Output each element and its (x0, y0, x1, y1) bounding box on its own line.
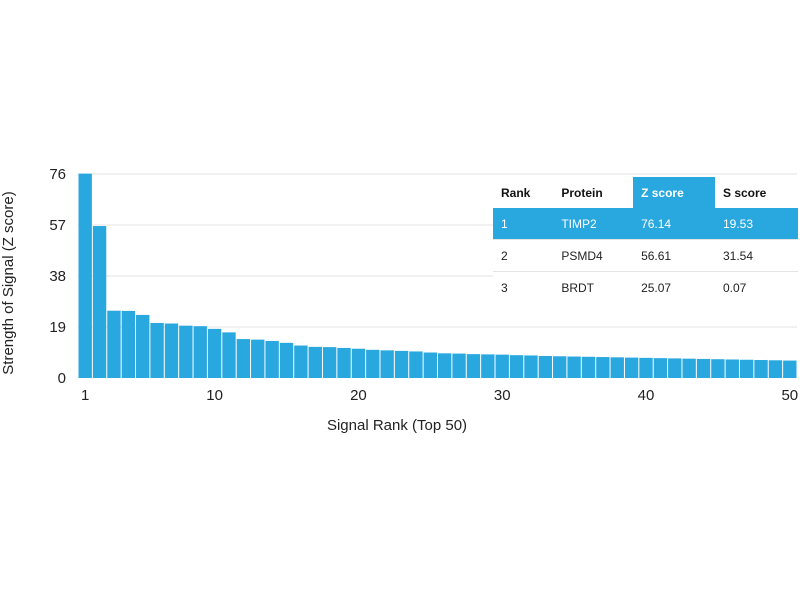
x-tick-label: 30 (494, 387, 511, 404)
bar (322, 347, 337, 378)
cell-z-score: 56.61 (641, 248, 672, 263)
bar (423, 352, 437, 378)
y-tick-label: 38 (49, 268, 66, 285)
col-header-s-score: S score (722, 185, 767, 200)
y-tick-label: 19 (49, 319, 66, 336)
x-tick-labels: 1 10 20 30 40 50 (81, 387, 798, 404)
table-row: 2 PSMD4 56.61 31.54 (493, 240, 798, 272)
bar (553, 356, 567, 378)
cell-z-score: 25.07 (641, 280, 672, 295)
col-header-z-score: Z score (633, 177, 715, 208)
bar (495, 354, 509, 378)
bar (308, 346, 322, 378)
bar (251, 339, 265, 378)
bar (668, 358, 682, 378)
bar (567, 356, 581, 378)
bar (78, 173, 92, 378)
bar (92, 226, 107, 378)
bar (596, 357, 610, 378)
bar (739, 359, 754, 378)
bar (164, 323, 179, 378)
cell-z-score: 76.14 (633, 208, 715, 240)
bar (409, 351, 423, 378)
x-tick-label: 10 (206, 387, 223, 404)
bar (581, 356, 596, 378)
table-row: 1 TIMP2 76.14 19.53 (493, 208, 798, 240)
bar (538, 355, 553, 378)
cell-protein: PSMD4 (561, 248, 603, 263)
bars (78, 173, 797, 378)
x-tick-label: 50 (781, 387, 798, 404)
bar (466, 354, 481, 378)
cell-protein: TIMP2 (553, 208, 634, 240)
bar (452, 353, 466, 378)
cell-rank: 2 (501, 248, 508, 263)
y-tick-label: 57 (49, 217, 66, 234)
bar (236, 339, 251, 378)
bar (294, 345, 308, 378)
bar (380, 350, 394, 378)
bar (481, 354, 495, 378)
x-tick-label: 1 (81, 387, 89, 404)
cell-rank: 3 (501, 280, 508, 295)
col-header-protein: Protein (561, 185, 603, 200)
bar (610, 357, 624, 378)
bar (150, 322, 164, 378)
bar (121, 310, 136, 378)
bar (337, 347, 351, 378)
y-tick-labels: 0 19 38 57 76 (49, 166, 66, 387)
bar (639, 357, 653, 378)
bar (179, 325, 193, 378)
bar (783, 360, 797, 378)
col-header-rank: Rank (501, 185, 531, 200)
cell-s-score: 0.07 (722, 280, 747, 295)
bar (653, 358, 668, 378)
bar (366, 349, 380, 378)
bar (754, 360, 768, 378)
x-axis-title: Signal Rank (Top 50) (327, 417, 467, 434)
bar (136, 314, 150, 378)
bar (279, 342, 294, 378)
results-table: Rank Protein Z score S score 1 TIMP2 76.… (493, 177, 798, 303)
cell-s-score: 31.54 (722, 248, 754, 263)
bar (768, 360, 783, 378)
bar (351, 348, 366, 378)
y-tick-label: 76 (49, 166, 66, 183)
x-tick-label: 20 (350, 387, 367, 404)
bar (509, 355, 524, 378)
bar (265, 340, 279, 378)
bar (624, 357, 639, 378)
bar (222, 332, 236, 378)
bar (524, 355, 538, 378)
bar (207, 328, 222, 378)
cell-protein: BRDT (561, 280, 595, 295)
bar (682, 358, 696, 378)
cell-s-score: 19.53 (714, 208, 798, 240)
y-axis-title: Strength of Signal (Z score) (0, 191, 17, 374)
bar (725, 359, 739, 378)
bar (107, 310, 121, 378)
y-tick-label: 0 (58, 370, 66, 387)
bar (438, 353, 452, 378)
bar (193, 326, 207, 378)
bar (394, 350, 409, 378)
table-header-row: Rank Protein Z score S score (493, 177, 798, 208)
x-tick-label: 40 (638, 387, 655, 404)
table-row: 3 BRDT 25.07 0.07 (493, 272, 798, 304)
bar (711, 359, 725, 378)
bar (696, 358, 711, 378)
cell-rank: 1 (493, 208, 554, 240)
